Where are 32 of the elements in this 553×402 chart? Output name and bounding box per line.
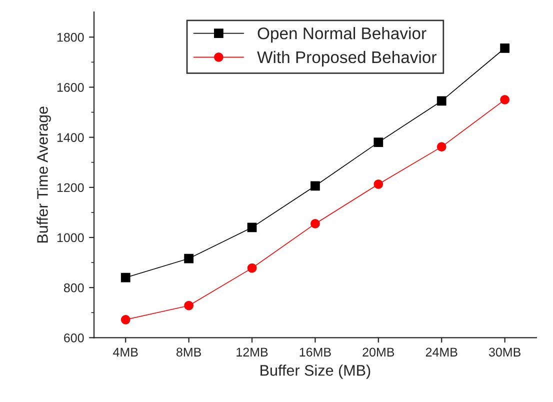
y-tick-label: 1800 <box>57 32 84 42</box>
x-tick-label: 20MB <box>362 348 394 357</box>
point <box>436 142 446 152</box>
point <box>120 272 130 282</box>
point <box>184 300 194 310</box>
x-axis-title: Buffer Size (MB) <box>260 364 370 379</box>
x-tick-label: 12MB <box>236 348 268 356</box>
y-tick-label: 1600 <box>57 83 84 92</box>
point <box>310 219 320 228</box>
y-tick-label: 600 <box>64 333 84 342</box>
x-tick-label: 4MB <box>113 348 138 356</box>
point <box>120 314 130 324</box>
x-tick-label: 16MB <box>300 348 331 357</box>
y-tick-label: 1000 <box>57 233 84 242</box>
y-tick-label: 1200 <box>57 183 84 192</box>
point <box>500 43 510 53</box>
point <box>184 254 194 264</box>
point <box>436 96 446 106</box>
point <box>374 179 384 189</box>
point <box>500 95 510 104</box>
x-tick-label: 8MB <box>176 348 201 357</box>
point <box>247 263 257 273</box>
point <box>374 138 384 147</box>
point <box>310 181 320 191</box>
y-tick-label: 800 <box>64 283 84 292</box>
legend-label: Open Normal Behavior <box>258 27 426 43</box>
legend-label: With Proposed Behavior <box>257 50 436 66</box>
point <box>247 222 257 232</box>
y-tick-label: 1400 <box>57 133 84 142</box>
x-tick-label: 24MB <box>426 348 458 356</box>
x-tick-label: 30MB <box>488 348 520 357</box>
y-axis-title: Buffer Time Average <box>36 106 51 243</box>
